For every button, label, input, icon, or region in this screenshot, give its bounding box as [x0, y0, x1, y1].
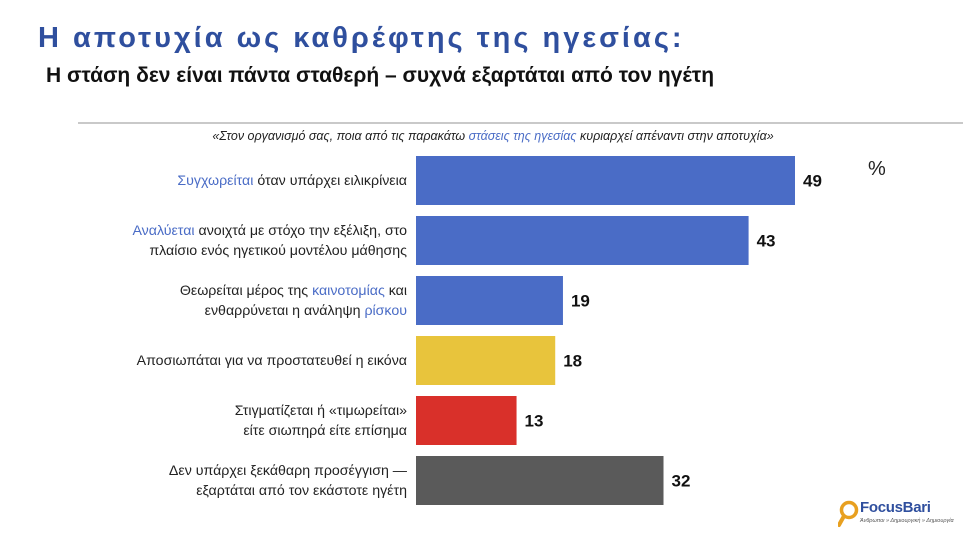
data-label: 18 — [563, 352, 582, 371]
category-label-line: Δεν υπάρχει ξεκάθαρη προσέγγιση — — [27, 461, 407, 481]
label-text: είτε σιωπηρά είτε επίσημα — [243, 422, 407, 439]
page-title: Η αποτυχία ως καθρέφτης της ηγεσίας: — [38, 22, 685, 54]
category-label: Θεωρείται μέρος της καινοτομίας και ενθαρ… — [27, 281, 407, 321]
logo-wordmark: FocusBari — [860, 499, 931, 516]
divider — [78, 122, 963, 124]
data-label: 13 — [525, 412, 544, 431]
question-text-before: «Στον οργανισμό σας, ποια από τις παρακά… — [212, 129, 469, 143]
category-label-line: ενθαρρύνεται η ανάληψη ρίσκου — [27, 301, 407, 321]
magnifier-icon — [838, 500, 859, 527]
category-label-line: Αναλύεται ανοιχτά με στόχο την εξέλιξη, … — [27, 221, 407, 241]
label-text: Θεωρείται μέρος της — [179, 282, 313, 299]
bar — [416, 216, 749, 265]
bar — [416, 276, 563, 325]
data-label: 32 — [672, 472, 691, 491]
survey-question: «Στον οργανισμό σας, ποια από τις παρακά… — [78, 129, 908, 143]
data-label: 19 — [571, 292, 590, 311]
label-text: ενθαρρύνεται η ανάληψη — [204, 302, 365, 319]
label-text: πλαίσιο ενός ηγετικού μοντέλου μάθησης — [149, 242, 407, 259]
label-text: εξαρτάται από τον εκάστοτε ηγέτη — [196, 482, 407, 499]
highlight-text: καινοτομίας — [312, 282, 385, 299]
category-label-line: Θεωρείται μέρος της καινοτομίας και — [27, 281, 407, 301]
bar — [416, 156, 795, 205]
data-label: 49 — [803, 172, 822, 191]
bar — [416, 396, 517, 445]
label-text: και — [384, 282, 407, 299]
label-text: Στιγματίζεται ή «τιμωρείται» — [234, 402, 407, 419]
category-label-line: Συγχωρείται όταν υπάρχει ειλικρίνεια — [27, 171, 407, 191]
category-label: Στιγματίζεται ή «τιμωρείται» είτε σιωπηρά… — [27, 401, 407, 441]
category-label: Συγχωρείται όταν υπάρχει ειλικρίνεια — [27, 171, 407, 191]
category-label-line: εξαρτάται από τον εκάστοτε ηγέτη — [27, 481, 407, 501]
bar — [416, 456, 664, 505]
category-label: Δεν υπάρχει ξεκάθαρη προσέγγιση — εξαρτάτ… — [27, 461, 407, 501]
label-text: Δεν υπάρχει ξεκάθαρη προσέγγιση — — [168, 462, 407, 479]
category-label-line: πλαίσιο ενός ηγετικού μοντέλου μάθησης — [27, 241, 407, 261]
highlight-text: ρίσκου — [364, 302, 407, 319]
category-label: Αναλύεται ανοιχτά με στόχο την εξέλιξη, … — [27, 221, 407, 261]
label-text: Αποσιωπάται για να προστατευθεί η εικόνα — [136, 352, 407, 369]
category-label: Αποσιωπάται για να προστατευθεί η εικόνα — [27, 351, 407, 371]
focusbari-logo: FocusBari Άνθρωποι » Δημιουργική » Δημιο… — [838, 497, 958, 533]
bar — [416, 336, 556, 385]
highlight-text: Αναλύεται — [132, 222, 195, 239]
data-label: 43 — [757, 232, 776, 251]
question-text-highlight: στάσεις της ηγεσίας — [468, 129, 577, 143]
question-text-after: κυριαρχεί απέναντι στην αποτυχία» — [576, 129, 774, 143]
category-label-line: Στιγματίζεται ή «τιμωρείται» — [27, 401, 407, 421]
category-label-line: Αποσιωπάται για να προστατευθεί η εικόνα — [27, 351, 407, 371]
unit-label: % — [868, 158, 886, 180]
page-subtitle: Η στάση δεν είναι πάντα σταθερή – συχνά … — [46, 64, 715, 87]
logo-tagline: Άνθρωποι » Δημιουργική » Δημιουργία — [860, 518, 954, 524]
category-label-line: είτε σιωπηρά είτε επίσημα — [27, 421, 407, 441]
highlight-text: Συγχωρείται — [177, 172, 254, 189]
label-text: ανοιχτά με στόχο την εξέλιξη, στο — [194, 222, 408, 239]
label-text: όταν υπάρχει ειλικρίνεια — [253, 172, 407, 189]
